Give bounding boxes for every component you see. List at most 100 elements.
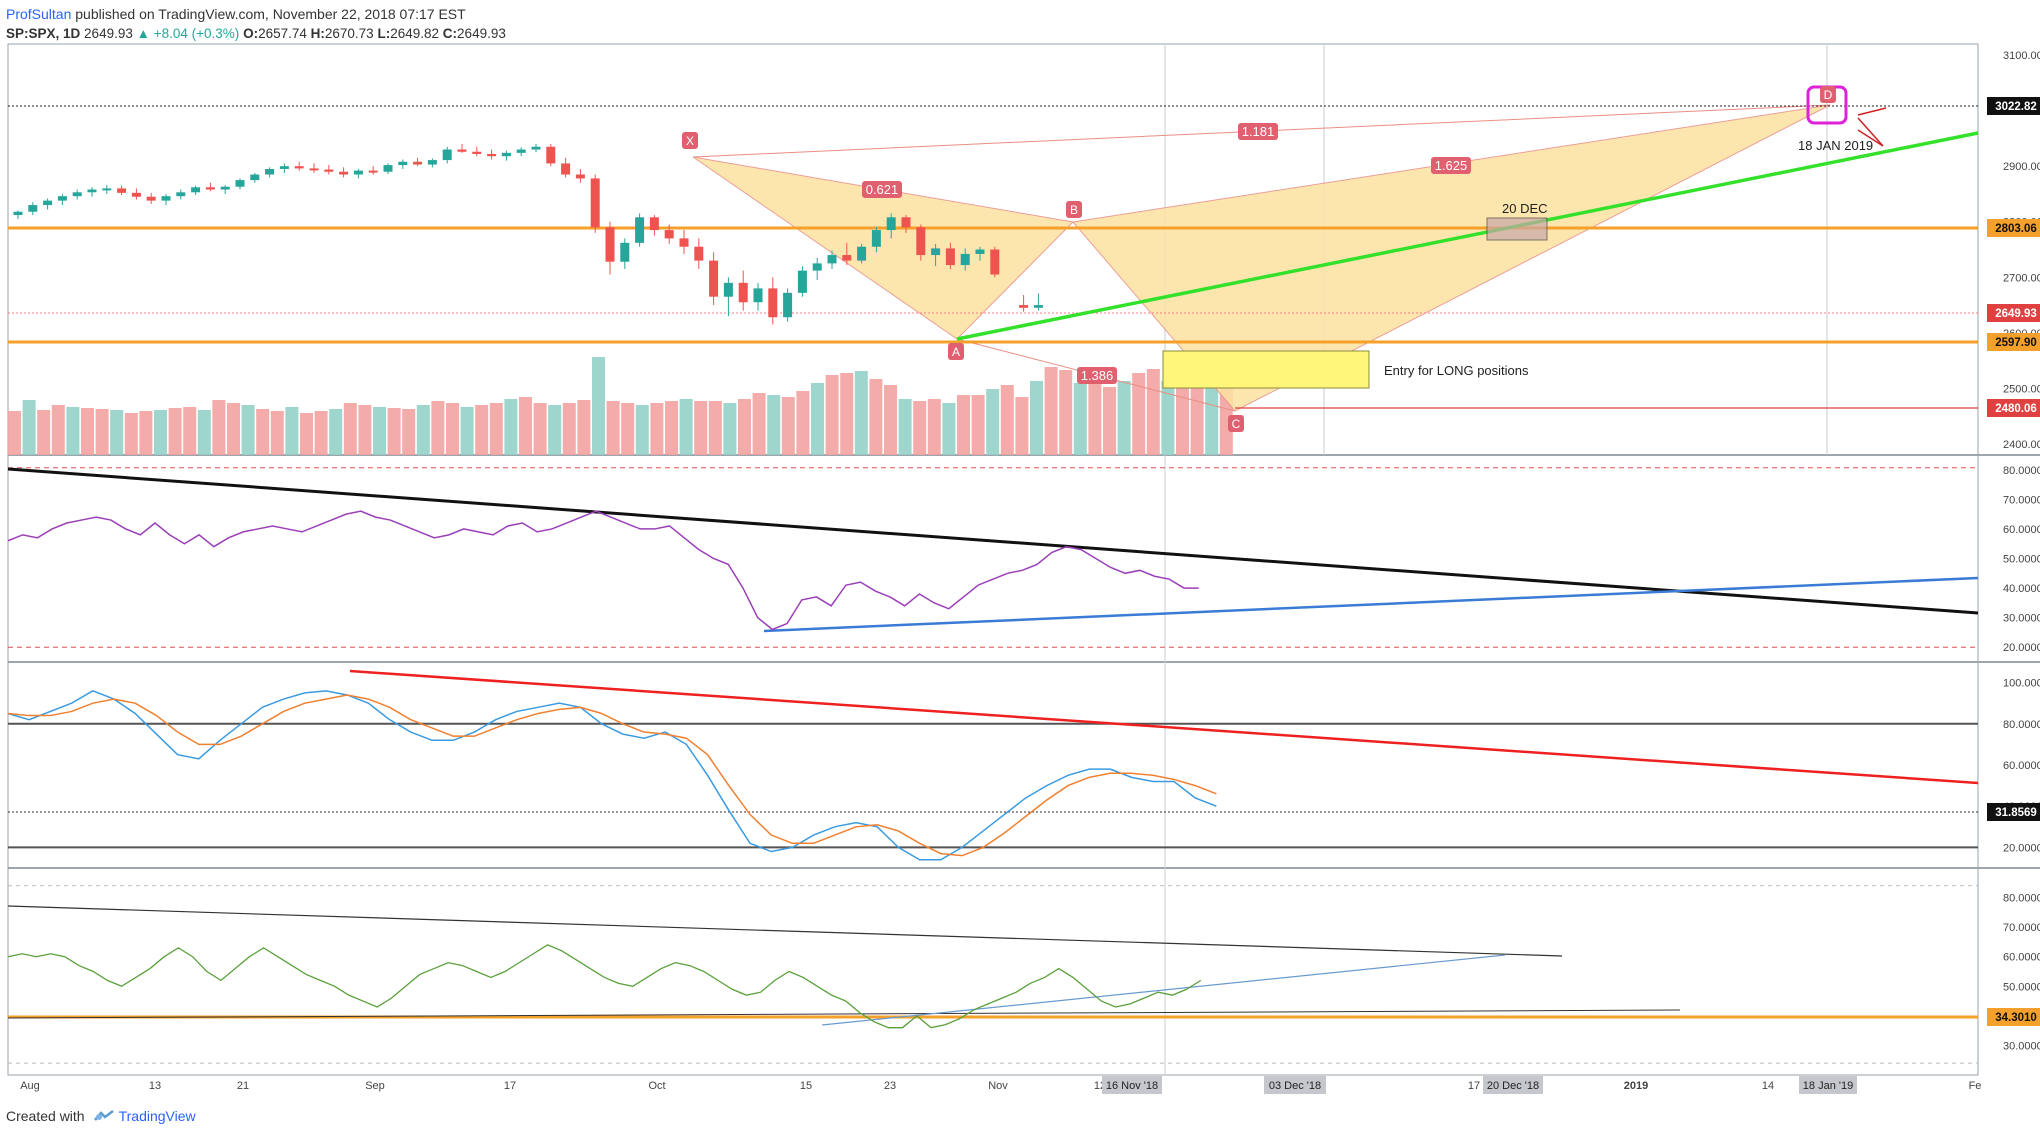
ohlc-bar: SP:SPX, 1D 2649.93 ▲ +8.04 (+0.3%) O:265… — [6, 24, 506, 44]
low-label: L: — [377, 26, 391, 41]
price-pane[interactable]: Entry for LONG positions 20 DEC 18 JAN 201… — [8, 85, 1979, 455]
down-arrow-line — [1857, 129, 1884, 147]
x-tick: 03 Dec '18 — [1269, 1080, 1321, 1092]
ratio-label: 0.621 — [866, 182, 899, 197]
ratio-label-bg — [1431, 157, 1471, 174]
pattern-point-label: B — [1070, 203, 1078, 217]
volume-bar — [548, 405, 562, 455]
volume-bar — [562, 403, 576, 455]
pattern-point-label: C — [1232, 417, 1241, 431]
candle-body — [87, 189, 97, 193]
price-label: 2597.90 — [1995, 337, 2037, 349]
candle-body — [635, 217, 645, 243]
pattern-point-bg — [1820, 86, 1836, 103]
osc-tick: 80.0000 — [2003, 893, 2040, 905]
open-value: 2657.74 — [258, 26, 307, 41]
rsi-tick: 30.0000 — [2003, 613, 2040, 625]
candle-body — [368, 170, 378, 173]
volume-bar — [1044, 367, 1058, 455]
stoch-K-line — [7, 690, 1217, 861]
volume-bar — [489, 403, 503, 455]
volume-bar — [81, 408, 94, 455]
price-label: 2649.93 — [1995, 308, 2037, 320]
rsi-tick: 40.0000 — [2003, 583, 2040, 595]
volume-bar — [1161, 381, 1175, 455]
volume-bar — [241, 405, 255, 455]
entry-zone-box — [1162, 350, 1370, 389]
candle-body — [279, 166, 289, 169]
rsi-pane[interactable] — [7, 467, 1979, 648]
candle-body — [960, 253, 970, 266]
price-label-bg — [1987, 97, 2040, 115]
volume-bar — [694, 401, 708, 455]
tradingview-logo[interactable]: TradingView — [93, 1108, 196, 1124]
stoch-D-line — [7, 694, 1217, 857]
volume-bar — [387, 408, 401, 455]
candle-body — [1019, 305, 1029, 308]
candle-body — [753, 288, 763, 303]
volume-bar — [577, 400, 591, 455]
ratio-label-bg — [1077, 367, 1117, 384]
stoch-red-trendline — [349, 669, 1979, 785]
price-label-bg — [1987, 333, 2040, 351]
chart-border — [7, 43, 1979, 1076]
volume-bar — [592, 357, 605, 455]
price-label: 2803.06 — [1995, 223, 2037, 235]
volume-bar — [1176, 377, 1189, 455]
volume-bar — [285, 407, 299, 455]
volume-bar — [227, 403, 240, 455]
candle-body — [57, 196, 67, 201]
date-highlight-bg — [1264, 1076, 1326, 1094]
volume-bar — [402, 409, 416, 455]
volume-bar — [212, 400, 226, 455]
x-tick: 16 Nov '18 — [1106, 1080, 1158, 1092]
candle-body — [664, 230, 674, 239]
volume-bar — [650, 403, 664, 455]
x-tick: 15 — [800, 1080, 812, 1092]
pattern-point-bg — [1066, 201, 1082, 218]
osc-blue-trendline — [821, 954, 1506, 1026]
candle-body — [339, 171, 349, 175]
volume-bar — [679, 399, 693, 455]
rsi-tick: 70.0000 — [2003, 494, 2040, 506]
close-value: 2649.93 — [457, 26, 506, 41]
volume-bar — [1117, 381, 1131, 455]
author-link[interactable]: ProfSultan — [6, 6, 72, 22]
volume-bar — [475, 405, 489, 455]
price-tick: 2400.0000 — [2003, 439, 2040, 451]
volume-bar — [446, 403, 459, 455]
candle-body — [916, 227, 926, 256]
pattern-point-bg — [948, 343, 964, 360]
candle-body — [250, 174, 260, 181]
osc-tick: 60.0000 — [2003, 952, 2040, 964]
candle-body — [324, 169, 334, 172]
candle-body — [620, 242, 630, 262]
ratio-label: 1.181 — [1242, 124, 1275, 139]
candle-body — [294, 166, 304, 169]
price-tick: 3100.0000 — [2003, 50, 2040, 62]
date-highlight-bg — [1102, 1076, 1162, 1094]
volume-bar — [343, 403, 357, 455]
volume-bar — [168, 408, 182, 455]
osc-price-label: 34.3010 — [1995, 1012, 2037, 1024]
candle-body — [131, 192, 141, 197]
candle-body — [575, 174, 585, 179]
pattern-point-bg — [682, 132, 698, 149]
volume-bar — [913, 401, 927, 455]
oscillator-pane[interactable] — [7, 885, 1978, 1064]
symbol-label: SP:SPX, 1D — [6, 26, 81, 41]
volume-bar — [431, 401, 445, 455]
candle-body — [442, 149, 452, 161]
20dec-annotation: 20 DEC — [1502, 201, 1548, 216]
candle-body — [709, 260, 719, 297]
volume-bar — [854, 371, 868, 455]
candle-body — [501, 152, 511, 157]
stoch-tick: 80.0000 — [2003, 719, 2040, 731]
volume-bar — [1059, 370, 1073, 455]
stoch-tick: 20.0000 — [2003, 842, 2040, 854]
volume-bar — [635, 405, 649, 455]
stochastic-pane[interactable] — [7, 669, 1979, 861]
volume-bar — [66, 407, 80, 455]
candle-body — [413, 161, 423, 165]
